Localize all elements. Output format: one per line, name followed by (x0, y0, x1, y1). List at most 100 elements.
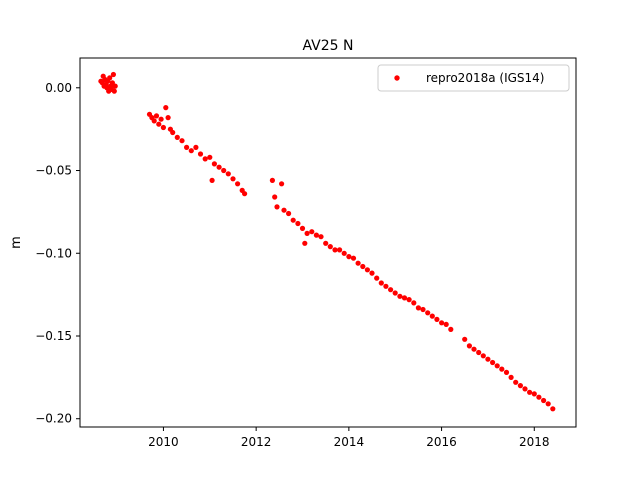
data-point (279, 181, 285, 187)
legend-label: repro2018a (IGS14) (426, 71, 544, 85)
y-tick-label: 0.00 (45, 81, 72, 95)
data-point (522, 386, 528, 392)
data-point (439, 320, 445, 326)
x-axis: 2010 2012 2014 2016 2018 (148, 427, 550, 449)
data-point (397, 293, 403, 299)
data-point (163, 105, 169, 111)
data-point (471, 346, 477, 352)
x-tick-label: 2014 (334, 435, 365, 449)
data-point (388, 287, 394, 293)
data-point (174, 134, 180, 140)
x-tick-label: 2018 (519, 435, 550, 449)
data-point (448, 326, 454, 332)
y-axis: 0.00 −0.05 −0.10 −0.15 −0.20 (35, 81, 80, 426)
data-point (508, 374, 514, 380)
data-point (327, 244, 333, 250)
data-point (184, 144, 190, 150)
y-axis-label: m (9, 236, 24, 249)
data-point (242, 191, 248, 197)
data-point (156, 121, 162, 127)
x-tick-label: 2010 (148, 435, 179, 449)
data-point (274, 204, 280, 210)
data-point (160, 124, 166, 131)
data-point (286, 210, 292, 217)
data-point (374, 275, 380, 281)
y-tick-label: −0.20 (35, 412, 72, 426)
data-point (216, 164, 222, 170)
legend: repro2018a (IGS14) (377, 64, 570, 92)
data-points (98, 71, 556, 412)
data-point (346, 254, 352, 260)
data-point (225, 171, 231, 177)
data-point (188, 148, 194, 154)
plot-frame (79, 57, 577, 428)
data-point (269, 177, 275, 183)
y-tick-label: −0.15 (35, 329, 72, 343)
data-point (415, 305, 421, 311)
data-point (304, 230, 310, 236)
x-tick-label: 2012 (241, 435, 272, 449)
data-point (179, 138, 185, 144)
data-point (550, 406, 556, 412)
data-point (323, 240, 329, 246)
data-point (337, 247, 343, 253)
data-point (153, 113, 160, 119)
data-point (406, 297, 412, 303)
data-point (341, 250, 347, 256)
data-point (517, 383, 524, 389)
chart-title: AV25 N (303, 38, 354, 54)
data-point (151, 118, 157, 124)
data-point (111, 88, 117, 94)
data-point (350, 255, 357, 261)
data-point (235, 181, 241, 187)
data-point (158, 116, 164, 122)
data-point (541, 397, 547, 404)
data-point (107, 75, 113, 81)
data-point (378, 280, 384, 286)
data-point (360, 263, 366, 270)
data-point (494, 363, 500, 369)
data-point (193, 144, 199, 150)
data-point (309, 229, 315, 235)
data-point (272, 194, 278, 200)
y-tick-label: −0.05 (35, 164, 72, 178)
data-point (369, 270, 375, 276)
data-point (332, 247, 338, 253)
data-point (221, 167, 227, 174)
data-point (434, 316, 440, 322)
y-tick-label: −0.10 (35, 246, 72, 260)
data-point (318, 234, 324, 240)
data-point (490, 359, 496, 366)
data-point (545, 401, 551, 407)
data-point (281, 207, 287, 213)
x-tick-label: 2016 (426, 435, 457, 449)
data-point (364, 267, 370, 273)
data-point (230, 176, 236, 182)
data-point (202, 156, 208, 162)
data-point (527, 389, 533, 395)
data-point (429, 313, 435, 319)
data-point (466, 343, 472, 349)
data-point (531, 391, 537, 397)
data-point (443, 321, 449, 327)
data-point (392, 290, 398, 296)
data-point (462, 336, 468, 342)
data-point (355, 260, 361, 266)
data-point (536, 394, 542, 400)
data-point (313, 232, 319, 238)
data-point (513, 379, 519, 385)
data-point (207, 154, 213, 160)
legend-box (377, 64, 570, 92)
data-point (485, 356, 491, 362)
data-point (383, 283, 389, 289)
data-point (290, 217, 296, 223)
data-point (411, 300, 417, 306)
legend-marker (394, 75, 400, 81)
data-point (197, 151, 204, 157)
data-point (480, 353, 486, 359)
data-point (299, 225, 306, 231)
data-point (211, 161, 217, 167)
data-point (110, 71, 116, 78)
data-point (112, 83, 118, 89)
